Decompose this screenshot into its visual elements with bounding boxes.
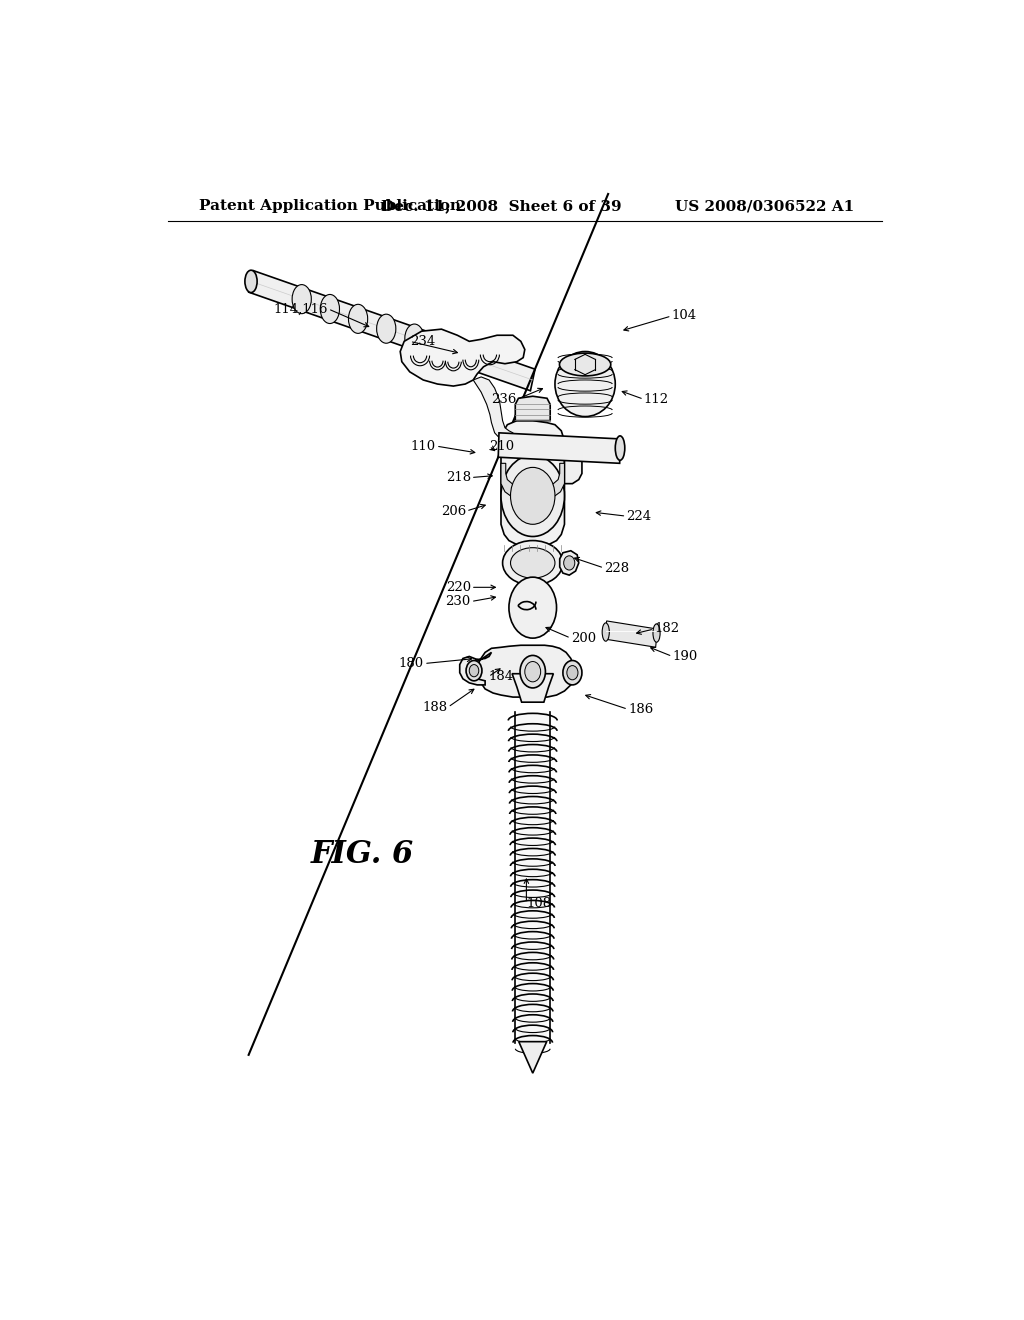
Text: 228: 228: [604, 561, 630, 574]
Ellipse shape: [377, 314, 396, 343]
Text: Dec. 11, 2008  Sheet 6 of 39: Dec. 11, 2008 Sheet 6 of 39: [381, 199, 622, 213]
Text: US 2008/0306522 A1: US 2008/0306522 A1: [675, 199, 854, 213]
Text: 224: 224: [627, 510, 651, 523]
Ellipse shape: [501, 455, 564, 536]
Polygon shape: [473, 378, 515, 444]
Ellipse shape: [466, 660, 482, 681]
Polygon shape: [549, 463, 564, 498]
Ellipse shape: [433, 334, 453, 363]
Ellipse shape: [511, 548, 555, 578]
Text: 114,116: 114,116: [273, 302, 328, 315]
Text: 184: 184: [488, 671, 513, 684]
Ellipse shape: [511, 467, 555, 524]
Ellipse shape: [555, 351, 615, 417]
Ellipse shape: [292, 285, 311, 314]
Text: 200: 200: [570, 632, 596, 644]
Ellipse shape: [653, 624, 660, 643]
Text: 190: 190: [673, 649, 697, 663]
Text: 110: 110: [411, 440, 436, 453]
Polygon shape: [605, 620, 657, 647]
Ellipse shape: [563, 660, 582, 685]
Ellipse shape: [602, 623, 609, 642]
Polygon shape: [564, 440, 582, 483]
Ellipse shape: [525, 661, 541, 682]
Polygon shape: [460, 652, 492, 685]
Text: 112: 112: [644, 393, 669, 405]
Text: 182: 182: [654, 623, 679, 635]
Polygon shape: [515, 713, 550, 1041]
Ellipse shape: [567, 665, 578, 680]
Text: 218: 218: [445, 471, 471, 484]
Text: 220: 220: [445, 581, 471, 594]
Ellipse shape: [520, 656, 546, 688]
Polygon shape: [477, 645, 574, 697]
Polygon shape: [515, 396, 550, 421]
Polygon shape: [519, 1041, 547, 1073]
Text: 186: 186: [628, 702, 653, 715]
Ellipse shape: [509, 577, 557, 638]
Text: Patent Application Publication: Patent Application Publication: [200, 199, 462, 213]
Polygon shape: [400, 329, 524, 385]
Polygon shape: [249, 271, 535, 391]
Ellipse shape: [245, 271, 257, 293]
Ellipse shape: [321, 294, 340, 323]
Text: 236: 236: [492, 393, 517, 405]
Text: 108: 108: [526, 896, 552, 909]
Polygon shape: [499, 433, 621, 463]
Ellipse shape: [348, 305, 368, 334]
Text: 104: 104: [672, 309, 696, 322]
Text: FIG. 6: FIG. 6: [310, 840, 414, 870]
Ellipse shape: [404, 323, 424, 354]
Text: 230: 230: [445, 595, 471, 609]
Ellipse shape: [559, 354, 610, 376]
Ellipse shape: [503, 541, 563, 585]
Text: 180: 180: [399, 657, 424, 671]
Polygon shape: [501, 463, 517, 498]
Ellipse shape: [563, 556, 574, 570]
Ellipse shape: [615, 436, 625, 461]
Polygon shape: [560, 550, 579, 576]
Text: 206: 206: [440, 504, 466, 517]
Ellipse shape: [469, 664, 479, 677]
Polygon shape: [512, 673, 553, 702]
Text: 188: 188: [423, 701, 447, 714]
Text: 210: 210: [489, 440, 514, 453]
Text: 234: 234: [410, 335, 435, 348]
Polygon shape: [501, 421, 564, 546]
